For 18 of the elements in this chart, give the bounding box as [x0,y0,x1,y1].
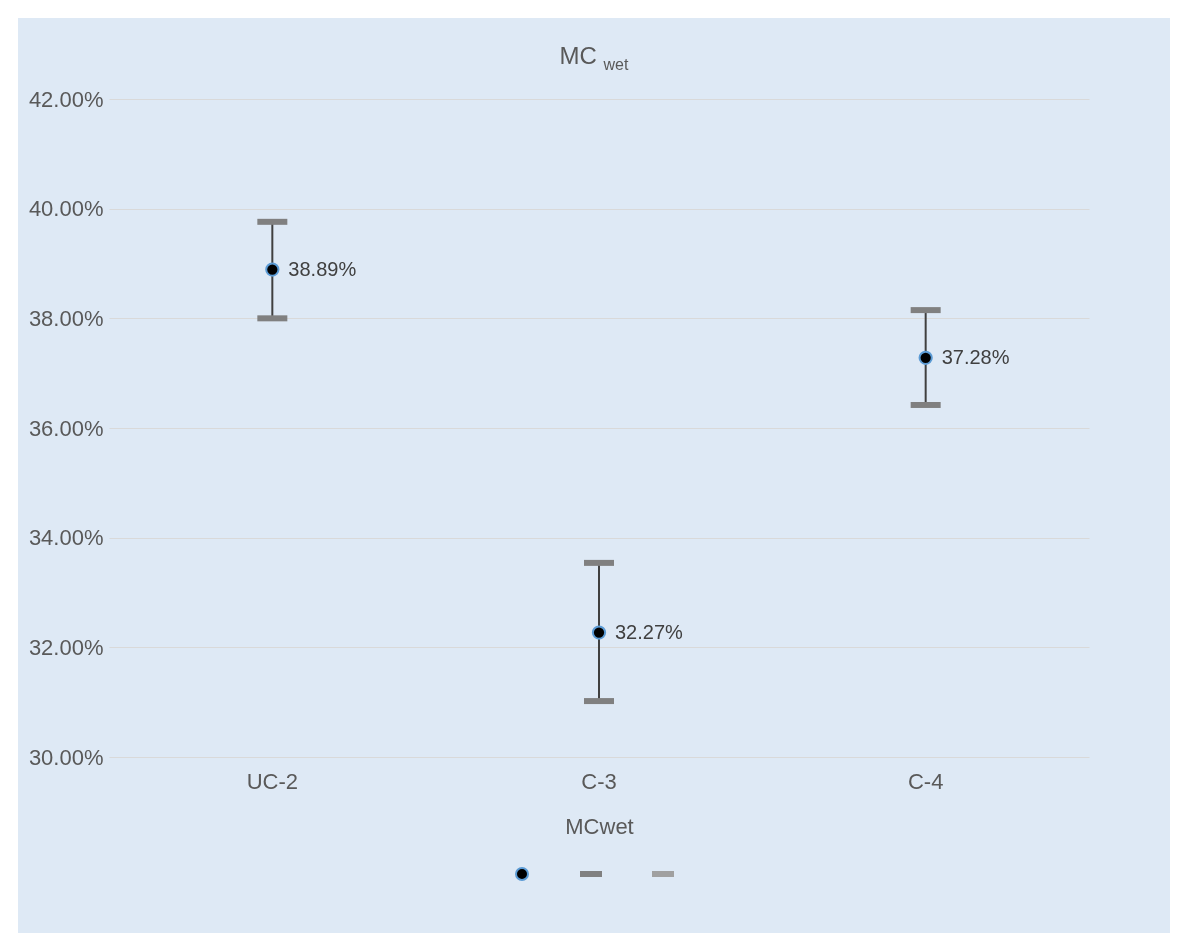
data-label: 32.27% [615,620,684,643]
x-axis-title: MCwet [565,813,634,839]
data-label: 37.28% [941,345,1010,368]
chart-title: MC $_{wet}$ [558,42,630,74]
point [591,625,607,640]
x-tick-label: UC-2 [246,768,299,794]
y-tick-label: 36.00% [28,415,104,441]
y-tick-label: 42.00% [28,86,104,112]
y-tick-label: 38.00% [28,305,104,331]
point [265,262,280,277]
y-tick-label: 34.00% [28,525,104,551]
data-label: 38.89% [288,257,357,280]
point [918,350,933,365]
x-tick-label: C-3 [581,768,617,794]
x-tick-label: C-4 [907,768,944,794]
y-tick-label: 30.00% [28,744,104,770]
y-tick-label: 32.00% [28,634,104,660]
y-tick-label: 40.00% [28,196,104,222]
